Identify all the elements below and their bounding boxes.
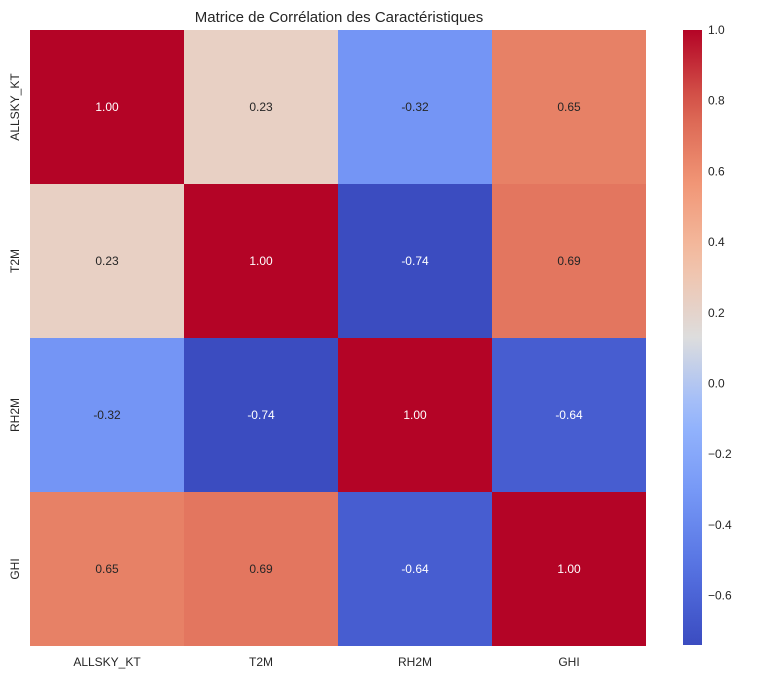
heatmap-cell <box>492 30 646 184</box>
cell-value-label: 0.65 <box>95 562 119 576</box>
cell-value-label: 0.65 <box>557 100 581 114</box>
heatmap-cells <box>30 30 646 646</box>
colorbar-tick-label: 0.8 <box>708 94 725 108</box>
heatmap-cell <box>492 492 646 646</box>
x-tick-label: T2M <box>249 655 273 669</box>
x-axis: ALLSKY_KT T2M RH2M GHI <box>73 655 579 669</box>
heatmap-cell <box>338 338 492 492</box>
y-tick-label: RH2M <box>8 398 22 432</box>
heatmap-cell <box>184 184 338 338</box>
colorbar-tick-label: 1.0 <box>708 23 725 37</box>
cell-value-label: -0.32 <box>401 100 429 114</box>
x-tick-label: GHI <box>558 655 579 669</box>
colorbar-tick-label: 0.0 <box>708 376 725 390</box>
heatmap-cell <box>492 338 646 492</box>
colorbar-tick-label: −0.2 <box>708 447 732 461</box>
colorbar-tick-label: 0.4 <box>708 235 725 249</box>
cell-value-label: 1.00 <box>95 100 119 114</box>
cell-value-label: 0.23 <box>95 254 119 268</box>
heatmap-cell <box>184 338 338 492</box>
cell-value-label: -0.74 <box>247 408 275 422</box>
heatmap-cell <box>338 492 492 646</box>
colorbar-tick-label: −0.4 <box>708 518 732 532</box>
cell-value-label: -0.64 <box>401 562 429 576</box>
heatmap-cell <box>30 492 184 646</box>
colorbar-tick-label: 0.2 <box>708 306 725 320</box>
heatmap-cell <box>30 338 184 492</box>
colorbar-tick-label: 0.6 <box>708 164 725 178</box>
heatmap-cell <box>492 184 646 338</box>
x-tick-label: RH2M <box>398 655 432 669</box>
y-tick-label: T2M <box>8 249 22 273</box>
cell-value-label: 1.00 <box>249 254 273 268</box>
heatmap-cell <box>184 30 338 184</box>
cell-value-label: 1.00 <box>403 408 427 422</box>
y-axis: ALLSKY_KT T2M RH2M GHI <box>8 73 22 580</box>
heatmap-cell <box>30 30 184 184</box>
cell-value-label: -0.32 <box>93 408 121 422</box>
heatmap-cell-labels: 1.00 0.23 -0.32 0.65 0.23 1.00 -0.74 0.69 -0.32 -… <box>93 100 583 576</box>
colorbar <box>683 30 702 645</box>
cell-value-label: 0.23 <box>249 100 273 114</box>
colorbar-axis: 1.0 0.8 0.6 0.4 0.2 0.0 −0.2 −0.4 −0.6 <box>708 23 732 603</box>
cell-value-label: 0.69 <box>557 254 581 268</box>
y-tick-label: ALLSKY_KT <box>8 73 22 141</box>
x-tick-label: ALLSKY_KT <box>73 655 141 669</box>
cell-value-label: 1.00 <box>557 562 581 576</box>
heatmap-cell <box>338 30 492 184</box>
heatmap-cell <box>30 184 184 338</box>
cell-value-label: -0.74 <box>401 254 429 268</box>
chart-title: Matrice de Corrélation des Caractéristiq… <box>195 9 483 26</box>
cell-value-label: 0.69 <box>249 562 273 576</box>
heatmap-cell <box>338 184 492 338</box>
colorbar-tick-label: −0.6 <box>708 589 732 603</box>
y-tick-label: GHI <box>8 558 22 579</box>
cell-value-label: -0.64 <box>555 408 583 422</box>
heatmap-cell <box>184 492 338 646</box>
